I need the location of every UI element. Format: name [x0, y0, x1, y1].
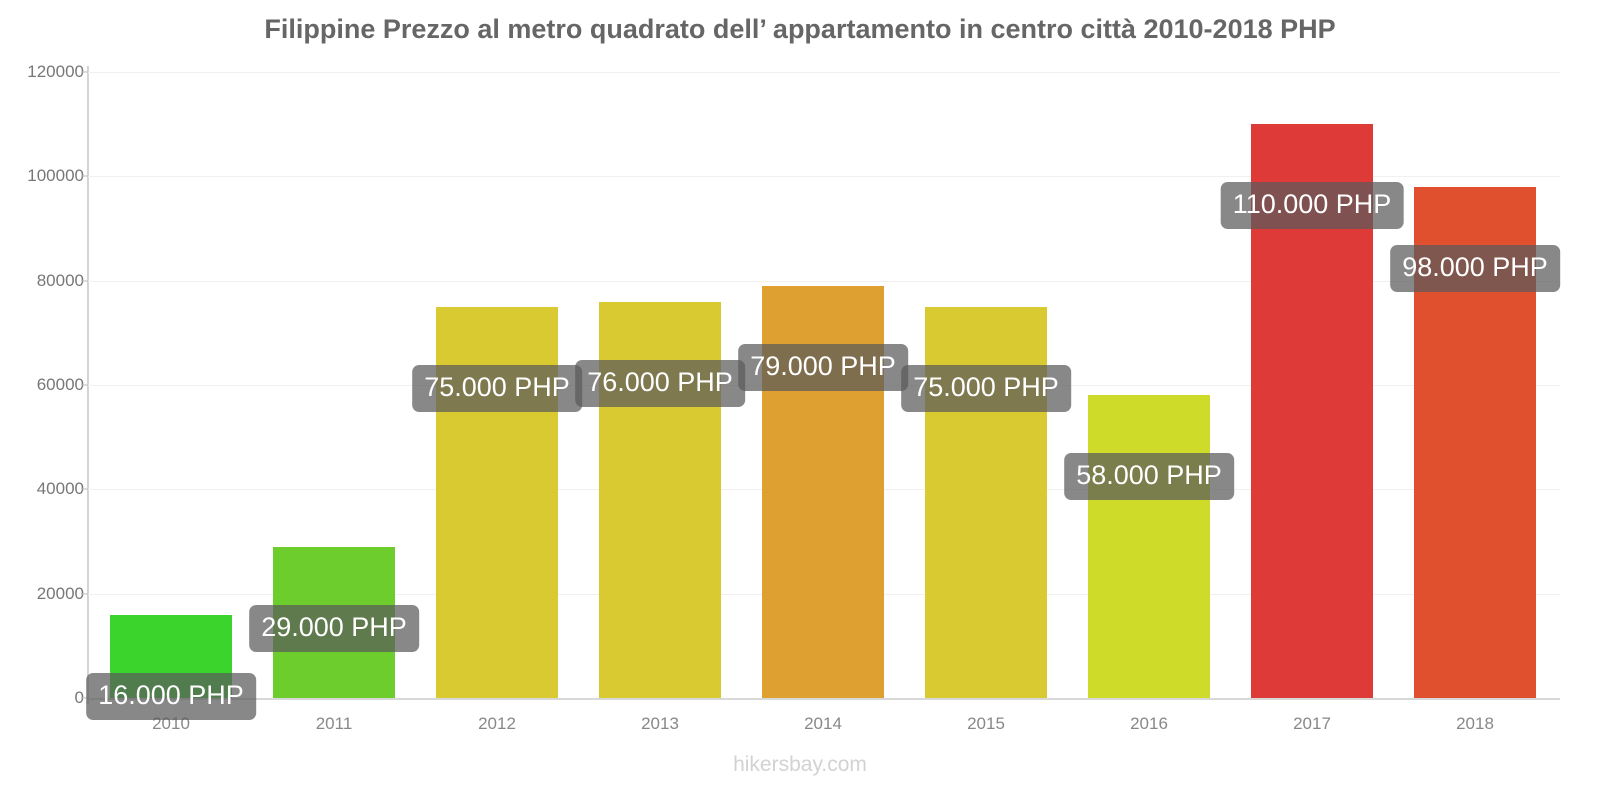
x-tick-label-2014: 2014 [804, 714, 842, 733]
x-tick-label-2017: 2017 [1293, 714, 1331, 733]
x-tick-label-2013: 2013 [641, 714, 679, 733]
x-tick-label-2012: 2012 [478, 714, 516, 733]
x-tick-label-2016: 2016 [1130, 714, 1168, 733]
data-label-2014: 79.000 PHP [738, 343, 908, 391]
y-tick-mark [81, 384, 88, 386]
gridline-100000 [88, 176, 1560, 178]
y-tick-label: 80000 [36, 270, 84, 290]
y-tick-label: 20000 [36, 583, 84, 603]
y-tick-mark [81, 488, 88, 490]
y-tick-mark [81, 280, 88, 282]
y-tick-label: 120000 [27, 62, 84, 81]
data-label-2017: 110.000 PHP [1220, 182, 1404, 230]
x-tick-label-2015: 2015 [967, 714, 1005, 733]
y-tick-label: 40000 [36, 479, 84, 499]
x-tick-label-2011: 2011 [315, 714, 353, 733]
y-tick-label: 60000 [36, 375, 84, 394]
data-label-2015: 75.000 PHP [901, 364, 1071, 412]
data-label-2010: 16.000 PHP [86, 672, 256, 720]
data-label-2012: 75.000 PHP [412, 364, 582, 412]
y-tick-mark [81, 593, 88, 595]
gridline-0 [88, 698, 1560, 700]
bar-2016[interactable] [1088, 395, 1210, 698]
page-title: Filippine Prezzo al metro quadrato dell’… [264, 14, 1336, 44]
y-tick-mark [81, 175, 88, 177]
data-label-2013: 76.000 PHP [575, 359, 745, 407]
y-tick-mark [81, 71, 88, 73]
y-tick-label: 0 [74, 688, 84, 707]
data-label-2016: 58.000 PHP [1064, 453, 1234, 501]
data-label-2018: 98.000 PHP [1390, 244, 1560, 292]
data-label-2011: 29.000 PHP [249, 604, 419, 652]
source-watermark: hikersbay.com [733, 753, 867, 776]
gridline-120000 [88, 72, 1560, 73]
y-tick-label: 100000 [27, 166, 84, 186]
y-tick-mark [81, 697, 88, 699]
x-tick-label-2018: 2018 [1456, 714, 1494, 733]
gridline-80000 [88, 280, 1560, 282]
